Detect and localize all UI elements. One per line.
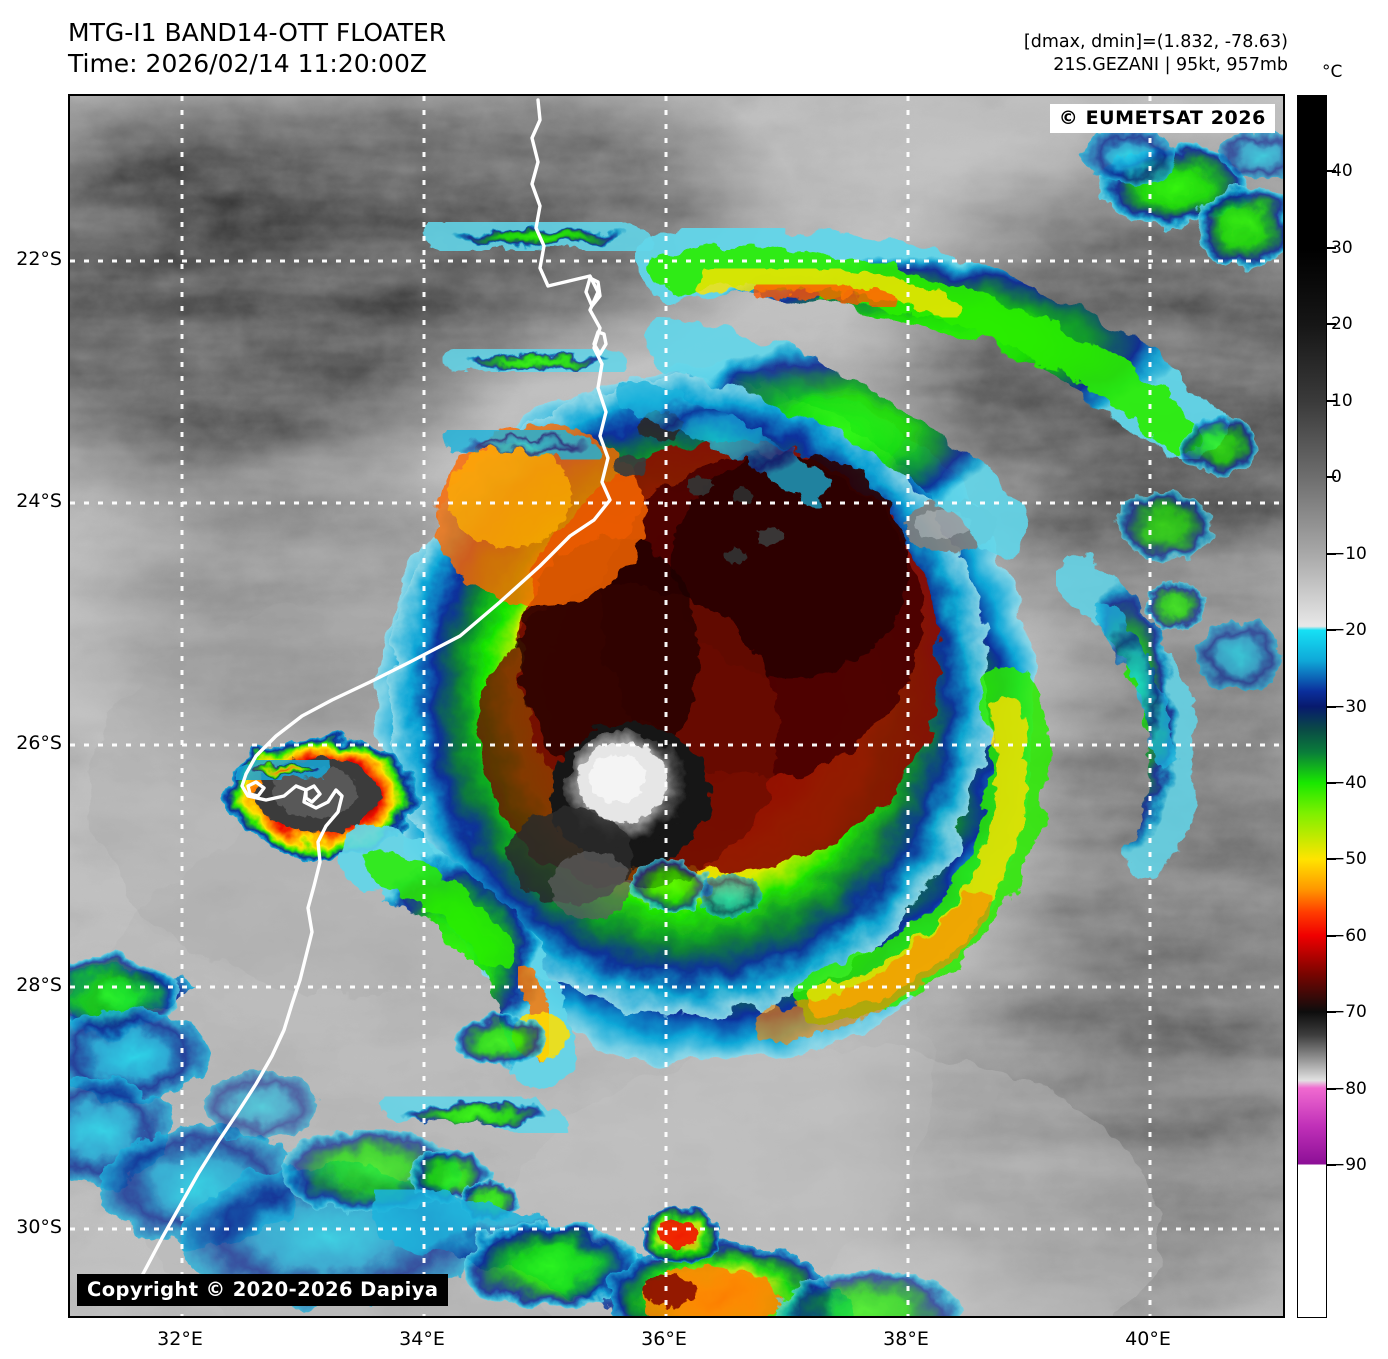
- storm-info-label: 21S.GEZANI | 95kt, 957mb: [1053, 54, 1288, 75]
- east-outer-bands: [1057, 553, 1283, 879]
- colorbar-tickmark-10: [1327, 934, 1336, 937]
- colorbar-tickmark-12: [1327, 1087, 1336, 1090]
- colorbar-tickmark-11: [1327, 1011, 1336, 1014]
- lat-lon-grid: [70, 96, 1283, 1316]
- dmax-dmin-label: [dmax, dmin]=(1.832, -78.63): [1023, 32, 1288, 52]
- colorbar-gradient: [1297, 95, 1327, 1318]
- x-tick-3: 38°E: [883, 1328, 929, 1350]
- colorbar[interactable]: [1297, 95, 1327, 1318]
- cyclone-central-dense-overcast: [380, 366, 1047, 1066]
- colorbar-tick-0: 40: [1331, 161, 1353, 182]
- y-tick-1: 24°S: [16, 490, 62, 512]
- colorbar-tickmark-0: [1327, 170, 1336, 173]
- colorbar-tickmark-2: [1327, 323, 1336, 326]
- cyclone-eye: [508, 724, 710, 920]
- satellite-image-plot[interactable]: © EUMETSAT 2026 Copyright © 2020-2026 Da…: [68, 94, 1285, 1318]
- page-title: MTG-I1 BAND14-OTT FLOATER Time: 2026/02/…: [68, 18, 446, 79]
- colorbar-tick-11: −70: [1331, 1002, 1367, 1023]
- y-tick-0: 22°S: [16, 248, 62, 270]
- x-tick-1: 34°E: [399, 1328, 445, 1350]
- colorbar-tick-13: −90: [1331, 1155, 1367, 1176]
- colorbar-tickmark-5: [1327, 552, 1336, 555]
- colorbar-tickmark-1: [1327, 246, 1336, 249]
- colorbar-tick-10: −60: [1331, 925, 1367, 946]
- eumetsat-watermark: © EUMETSAT 2026: [1049, 104, 1275, 133]
- southwest-convection: [227, 736, 762, 1087]
- timestamp-label: Time: 2026/02/14 11:20:00Z: [68, 48, 427, 78]
- colorbar-tickmark-4: [1327, 476, 1336, 479]
- colorbar-tickmark-9: [1327, 858, 1336, 861]
- colorbar-tick-8: −40: [1331, 772, 1367, 793]
- metadata-block: [dmax, dmin]=(1.832, -78.63) 21S.GEZANI …: [1024, 31, 1288, 77]
- colorbar-tick-1: 30: [1331, 237, 1353, 258]
- colorbar-tickmark-7: [1327, 705, 1336, 708]
- colorbar-tick-5: −10: [1331, 543, 1367, 564]
- y-tick-3: 28°S: [16, 974, 62, 996]
- colorbar-tick-3: 10: [1331, 390, 1353, 411]
- colorbar-tick-2: 20: [1331, 314, 1353, 335]
- copyright-watermark: Copyright © 2020-2026 Dapiya: [77, 1274, 449, 1306]
- x-tick-4: 40°E: [1125, 1328, 1171, 1350]
- coastline-overlay: [126, 98, 612, 1304]
- colorbar-tick-7: −30: [1331, 696, 1367, 717]
- south-convection: [370, 1017, 960, 1316]
- colorbar-tickmark-8: [1327, 781, 1336, 784]
- colorbar-unit-label: °C: [1322, 62, 1343, 82]
- colorbar-tick-6: −20: [1331, 620, 1367, 641]
- infrared-satellite-raster: [70, 96, 1283, 1316]
- product-title: MTG-I1 BAND14-OTT FLOATER: [68, 18, 447, 47]
- x-tick-2: 36°E: [641, 1328, 687, 1350]
- colorbar-tick-4: 0: [1331, 467, 1342, 488]
- colorbar-tickmark-13: [1327, 1164, 1336, 1167]
- colorbar-tickmark-6: [1327, 629, 1336, 632]
- y-tick-4: 30°S: [16, 1216, 62, 1238]
- colorbar-tickmark-3: [1327, 399, 1336, 402]
- colorbar-tick-12: −80: [1331, 1078, 1367, 1099]
- colorbar-tick-9: −50: [1331, 849, 1367, 870]
- y-tick-2: 26°S: [16, 732, 62, 754]
- x-tick-0: 32°E: [157, 1328, 203, 1350]
